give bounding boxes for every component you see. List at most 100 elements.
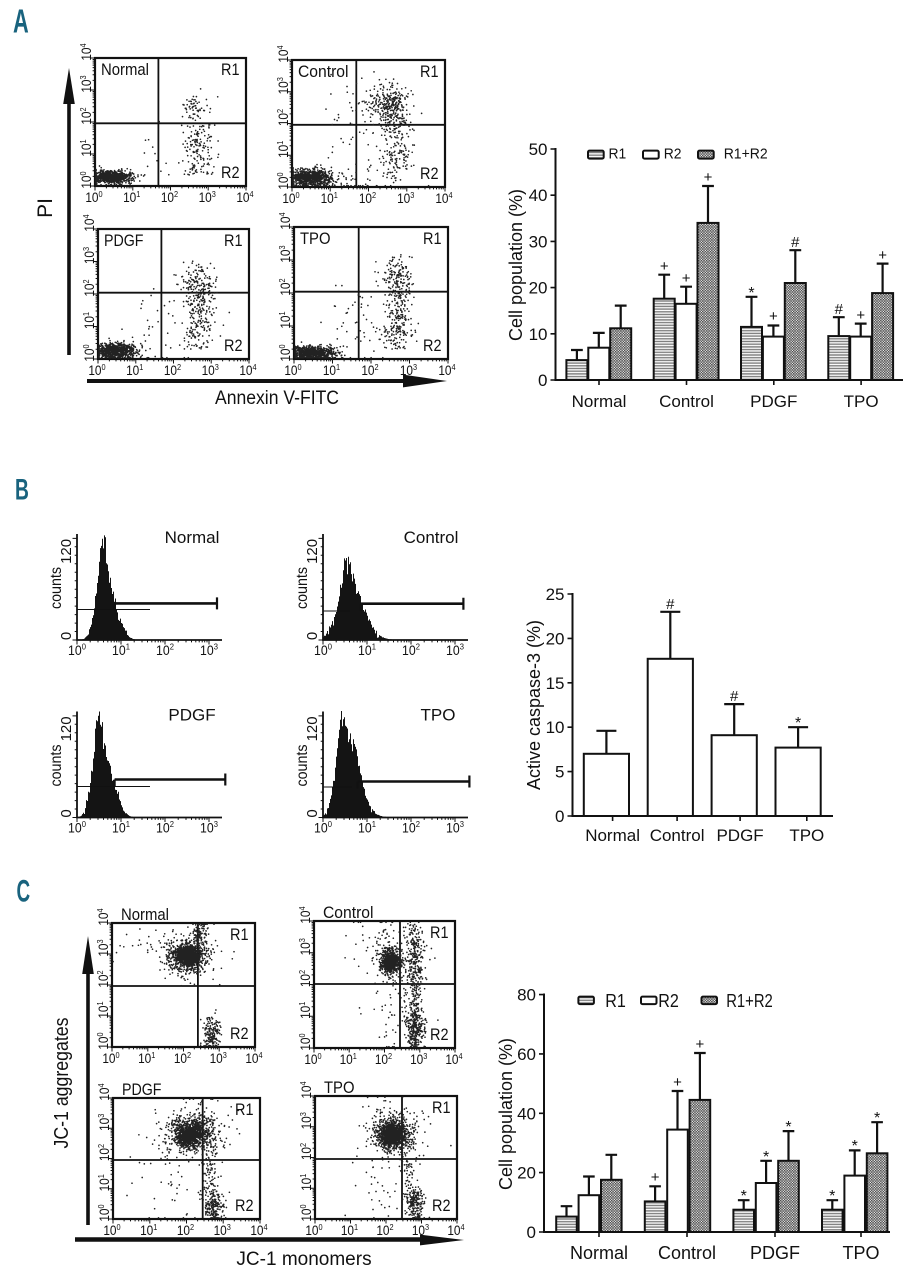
svg-text:Active caspase-3 (%): Active caspase-3 (%) — [524, 620, 544, 790]
svg-text:+: + — [769, 308, 778, 325]
svg-text:TPO: TPO — [324, 1078, 355, 1097]
svg-text:5: 5 — [555, 763, 564, 782]
svg-text:20: 20 — [546, 629, 565, 648]
svg-text:103: 103 — [400, 362, 418, 378]
svg-text:103: 103 — [410, 1051, 428, 1067]
svg-text:104: 104 — [95, 908, 111, 926]
svg-text:103: 103 — [397, 190, 415, 206]
svg-text:103: 103 — [96, 1113, 112, 1131]
svg-text:0: 0 — [527, 1223, 536, 1242]
svg-text:104: 104 — [81, 214, 97, 232]
svg-text:103: 103 — [277, 245, 293, 263]
svg-text:Normal: Normal — [165, 528, 220, 547]
svg-text:100: 100 — [78, 171, 94, 189]
svg-text:103: 103 — [412, 1222, 430, 1238]
svg-text:101: 101 — [297, 1001, 313, 1019]
svg-text:120: 120 — [58, 539, 75, 564]
svg-text:+: + — [673, 1074, 682, 1091]
svg-text:*: * — [741, 1188, 747, 1205]
svg-text:120: 120 — [58, 716, 75, 741]
svg-text:TPO: TPO — [842, 1243, 879, 1263]
svg-text:100: 100 — [96, 1204, 112, 1222]
svg-text:TPO: TPO — [300, 229, 331, 248]
svg-text:counts: counts — [294, 745, 311, 787]
svg-text:102: 102 — [402, 819, 420, 835]
svg-text:0: 0 — [58, 809, 75, 817]
svg-text:101: 101 — [126, 362, 144, 378]
svg-text:Control: Control — [650, 826, 705, 845]
svg-text:R1+R2: R1+R2 — [724, 146, 768, 163]
svg-text:103: 103 — [202, 362, 220, 378]
svg-text:counts: counts — [48, 567, 65, 609]
svg-text:0: 0 — [555, 807, 564, 826]
svg-text:TPO: TPO — [421, 706, 456, 725]
svg-text:R1: R1 — [609, 146, 627, 163]
svg-text:100: 100 — [68, 819, 86, 835]
svg-text:PDGF: PDGF — [750, 1243, 800, 1263]
svg-text:80: 80 — [517, 986, 536, 1005]
svg-text:103: 103 — [214, 1222, 232, 1238]
svg-text:100: 100 — [81, 344, 97, 362]
svg-text:R1: R1 — [221, 60, 240, 79]
svg-text:+: + — [878, 247, 887, 264]
svg-text:+: + — [660, 258, 669, 275]
svg-text:Control: Control — [298, 62, 349, 81]
svg-text:101: 101 — [277, 311, 293, 329]
svg-text:100: 100 — [305, 1222, 323, 1238]
svg-text:R2: R2 — [658, 991, 679, 1011]
svg-text:101: 101 — [95, 1001, 111, 1019]
svg-text:#: # — [730, 688, 739, 705]
svg-text:R1+R2: R1+R2 — [726, 991, 773, 1011]
svg-text:100: 100 — [68, 642, 86, 658]
svg-text:40: 40 — [529, 186, 548, 205]
svg-text:101: 101 — [358, 642, 376, 658]
svg-text:40: 40 — [517, 1104, 536, 1123]
svg-text:100: 100 — [275, 172, 291, 190]
svg-text:120: 120 — [304, 539, 321, 564]
svg-text:25: 25 — [546, 585, 565, 604]
svg-text:B: B — [15, 473, 29, 506]
svg-text:101: 101 — [81, 312, 97, 330]
svg-text:*: * — [785, 1119, 791, 1136]
svg-text:*: * — [829, 1188, 835, 1205]
svg-text:Control: Control — [404, 528, 459, 547]
svg-text:PDGF: PDGF — [750, 392, 797, 411]
svg-text:*: * — [748, 285, 754, 302]
svg-text:104: 104 — [445, 1051, 463, 1067]
svg-text:102: 102 — [298, 1143, 314, 1161]
svg-text:102: 102 — [156, 642, 174, 658]
svg-text:102: 102 — [96, 1144, 112, 1162]
svg-text:104: 104 — [447, 1222, 465, 1238]
svg-text:102: 102 — [164, 362, 182, 378]
svg-text:Normal: Normal — [121, 905, 169, 924]
svg-text:Control: Control — [658, 1243, 716, 1263]
svg-text:+: + — [856, 307, 865, 324]
svg-text:101: 101 — [341, 1222, 359, 1238]
svg-text:10: 10 — [546, 718, 565, 737]
svg-text:R2: R2 — [230, 1024, 249, 1043]
svg-text:100: 100 — [95, 1032, 111, 1050]
svg-text:PDGF: PDGF — [122, 1080, 162, 1099]
svg-text:C: C — [17, 873, 31, 909]
svg-text:103: 103 — [446, 642, 464, 658]
svg-text:120: 120 — [304, 716, 321, 741]
svg-text:102: 102 — [174, 1050, 192, 1066]
svg-text:100: 100 — [314, 819, 332, 835]
svg-text:R2: R2 — [224, 336, 243, 355]
svg-text:100: 100 — [314, 642, 332, 658]
svg-text:R1: R1 — [230, 925, 249, 944]
svg-text:101: 101 — [138, 1050, 156, 1066]
svg-text:104: 104 — [78, 43, 94, 61]
svg-text:104: 104 — [277, 212, 293, 230]
svg-text:104: 104 — [245, 1050, 263, 1066]
svg-text:100: 100 — [284, 362, 302, 378]
svg-text:R2: R2 — [664, 146, 682, 163]
svg-text:101: 101 — [112, 819, 130, 835]
svg-text:R1: R1 — [605, 991, 626, 1011]
svg-text:*: * — [763, 1149, 769, 1166]
svg-text:102: 102 — [402, 642, 420, 658]
svg-text:Normal: Normal — [585, 826, 640, 845]
svg-text:R1: R1 — [420, 62, 439, 81]
svg-text:102: 102 — [161, 189, 179, 205]
svg-text:101: 101 — [78, 139, 94, 157]
